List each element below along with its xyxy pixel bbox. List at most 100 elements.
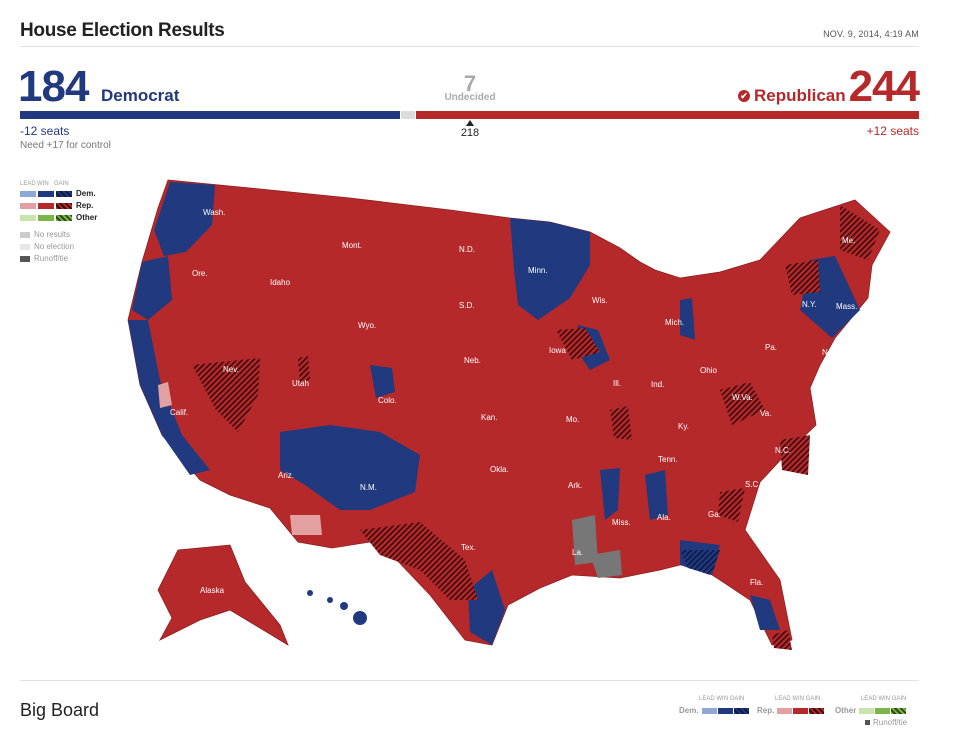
rep-seat-bar: [416, 111, 919, 119]
state-label: Nev.: [223, 365, 239, 374]
dem-lead-swatch: [20, 190, 36, 197]
state-label: Ark.: [568, 481, 582, 490]
legend-dem-label: Dem.: [76, 189, 96, 198]
undecided-label: Undecided: [444, 92, 496, 103]
region-az-nm: [280, 425, 420, 510]
state-label: Okla.: [490, 465, 509, 474]
state-label: Alaska: [200, 586, 225, 595]
legend-row-no-results: No results: [20, 229, 110, 240]
page-header: House Election Results NOV. 9, 2014, 4:1…: [20, 18, 919, 47]
footer-legend: LEAD WIN GAIN Dem. LEAD WIN GAIN Rep. LE…: [679, 696, 919, 736]
state-label: N.D.: [459, 245, 475, 254]
foot-dem-label: Dem.: [679, 706, 699, 715]
state-label: S.C.: [745, 480, 761, 489]
dem-seat-count: 184: [18, 62, 89, 111]
state-label: Tenn.: [658, 455, 678, 464]
legend-rep-label: Rep.: [76, 201, 94, 210]
majority-marker-label: 218: [460, 127, 480, 139]
region-ga-gain: [718, 488, 745, 522]
timestamp: NOV. 9, 2014, 4:19 AM: [823, 29, 919, 39]
state-label: Ga.: [708, 510, 721, 519]
state-label: Wash.: [203, 208, 225, 217]
rep-label-text: Republican: [754, 86, 846, 105]
state-label: Tex.: [461, 543, 476, 552]
rep-gain-regions: [192, 205, 880, 650]
region-fl-gain: [772, 630, 792, 650]
state-label: Pa.: [765, 343, 777, 352]
region-la-runoff-2: [590, 550, 622, 578]
rep-gain-swatch: [56, 202, 72, 209]
foot-runoff-label: Runoff/tie: [873, 718, 908, 727]
state-label: Ariz.: [278, 471, 294, 480]
other-regions: [158, 382, 720, 578]
state-label: Mich.: [665, 318, 684, 327]
state-label: Miss.: [612, 518, 631, 527]
hawaii-shape: [307, 590, 367, 625]
dem-gain-swatch: [56, 190, 72, 197]
page-title: House Election Results: [20, 20, 225, 41]
legend-header: LEADWIN GAIN: [20, 178, 110, 187]
region-ca-dem-lead: [158, 382, 172, 408]
footer-divider: [20, 680, 919, 681]
region-fl-dem-gain: [680, 550, 720, 575]
legend-row-no-election: No election: [20, 241, 110, 252]
foot-other-label: Other: [835, 706, 857, 715]
region-ca-coast: [128, 320, 210, 475]
legend-header-lead: LEAD: [20, 181, 36, 187]
region-co: [370, 365, 395, 398]
state-label: Fla.: [750, 578, 763, 587]
state-label: N.J.: [822, 348, 836, 357]
legend-no-results-label: No results: [34, 230, 71, 239]
state-label: Colo.: [378, 396, 397, 405]
region-il-south-gain: [610, 406, 632, 440]
state-label: Ind.: [651, 380, 664, 389]
dem-seat-bar: [20, 111, 400, 119]
state-labels: Wash. Ore. Idaho Mont. N.D. Minn. S.D. Wyo. Wis.…: [170, 208, 857, 595]
state-label: Wis.: [592, 296, 608, 305]
legend-row-dem: Dem.: [20, 188, 110, 199]
legend-row-runoff: Runoff/tie: [20, 253, 110, 264]
check-icon: ✔: [738, 90, 750, 102]
legend-header-win: WIN: [37, 181, 49, 187]
state-label: La.: [572, 548, 583, 557]
rep-win-swatch: [38, 202, 54, 209]
state-label: Ala.: [657, 513, 671, 522]
region-fl-south: [750, 595, 780, 630]
no-election-swatch: [20, 243, 30, 250]
region-mi-east: [680, 298, 695, 340]
rep-change: +12 seats: [866, 124, 919, 138]
legend-header-gain: GAIN: [54, 181, 69, 187]
dem-label: Democrat: [101, 86, 180, 105]
state-label: Ky.: [678, 422, 689, 431]
region-me-gain: [840, 205, 880, 260]
region-az-rep-lead: [290, 515, 322, 535]
state-label: Wyo.: [358, 321, 376, 330]
region-ia-gain: [556, 328, 600, 360]
foot-other-header: LEAD WIN GAIN: [861, 696, 907, 702]
rep-label: ✔ Republican: [738, 86, 846, 106]
state-label: N.C.: [775, 446, 791, 455]
state-label: Idaho: [270, 278, 291, 287]
rep-seat-count: 244: [848, 62, 920, 111]
state-label: Minn.: [528, 266, 548, 275]
state-label: Iowa: [549, 346, 566, 355]
state-label: Mo.: [566, 415, 579, 424]
legend-no-election-label: No election: [34, 242, 75, 251]
no-results-swatch: [20, 231, 30, 238]
state-label: Va.: [760, 409, 771, 418]
other-lead-swatch: [20, 214, 36, 221]
state-label: Ill.: [613, 379, 621, 388]
dem-change: -12 seats: [20, 124, 70, 138]
region-ut-gain: [298, 356, 310, 382]
region-al: [645, 470, 668, 520]
region-nc-gain: [780, 435, 810, 475]
foot-rep-header: LEAD WIN GAIN: [775, 696, 821, 702]
state-label: Utah: [292, 379, 309, 388]
region-ny-gain: [785, 260, 820, 295]
state-label: Mont.: [342, 241, 362, 250]
runoff-swatch: [20, 255, 30, 262]
us-district-map[interactable]: Wash. Ore. Idaho Mont. N.D. Minn. S.D. Wyo. Wis.…: [120, 170, 900, 655]
state-label: N.Y.: [802, 300, 817, 309]
state-label: Me.: [842, 236, 855, 245]
state-label: N.M.: [360, 483, 377, 492]
